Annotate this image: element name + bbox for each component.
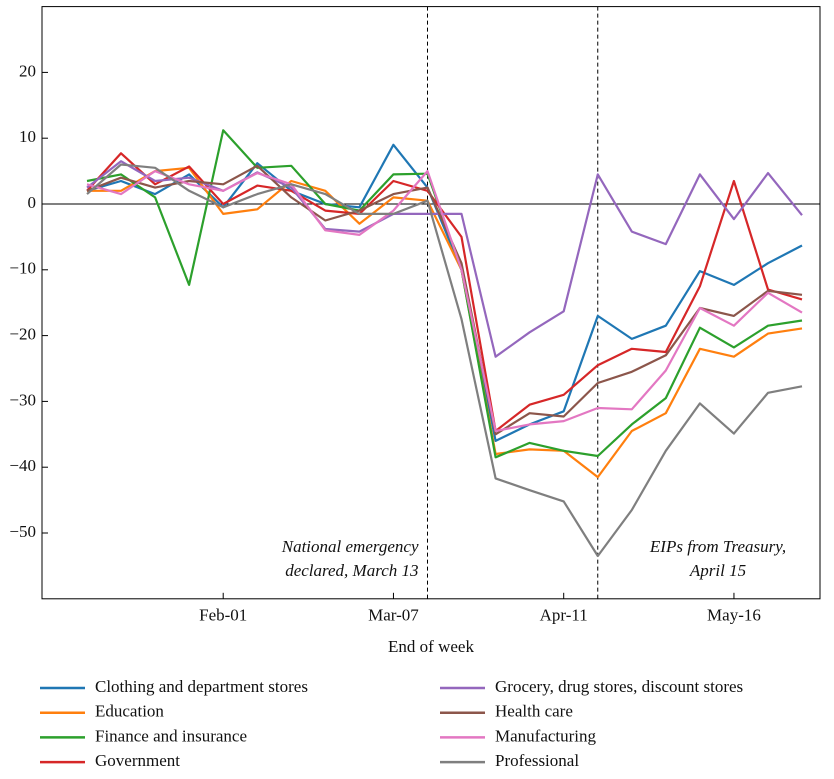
series-line [86,143,803,442]
y-tick-label: −10 [9,259,36,278]
legend-label: Manufacturing [495,726,597,745]
legend-label: Finance and insurance [95,726,247,745]
annotation: EIPs from Treasury, [649,537,786,556]
y-tick-label: −30 [9,390,36,409]
legend-label: Clothing and department stores [95,677,308,696]
series-line [87,166,803,479]
annotation: National emergency [281,537,419,556]
legend-label: Health care [495,702,573,721]
annotation: declared, March 13 [285,561,418,580]
legend-label: Professional [495,751,579,770]
x-tick-label: Apr-11 [540,606,588,625]
x-axis-label: End of week [388,637,474,656]
legend-label: Grocery, drug stores, discount stores [495,677,743,696]
y-tick-label: −40 [9,456,36,475]
series-line [86,160,803,358]
series-line [86,163,803,558]
y-tick-label: −20 [9,325,36,344]
legend-label: Government [95,751,180,770]
x-tick-label: Mar-07 [368,606,419,625]
legend-label: Education [95,702,164,721]
x-tick-label: Feb-01 [199,606,247,625]
series-line [86,164,803,436]
plot-frame [41,6,821,600]
y-tick-label: 10 [19,127,36,146]
y-tick-label: 0 [28,193,37,212]
x-tick-label: May-16 [707,606,761,625]
series-line [86,152,803,433]
y-tick-label: 20 [19,61,36,80]
series-line [86,170,803,433]
annotation: April 15 [689,561,746,580]
y-tick-label: −50 [9,522,36,541]
